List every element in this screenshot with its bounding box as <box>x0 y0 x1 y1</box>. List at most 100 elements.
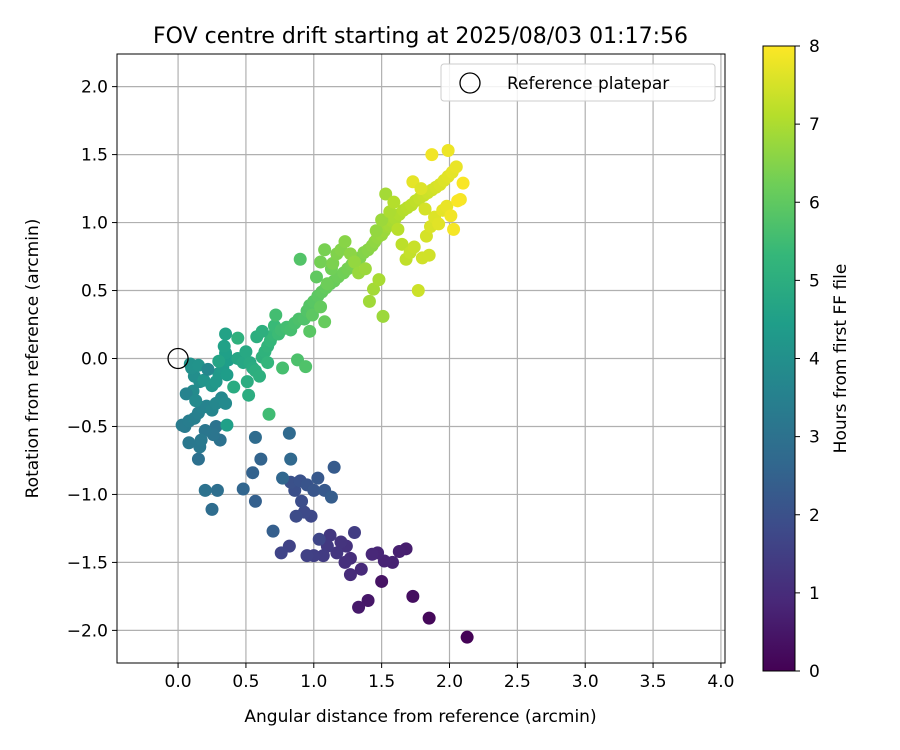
colorbar-tick-label: 5 <box>809 271 820 291</box>
drift-point <box>375 213 389 227</box>
legend: Reference platepar <box>440 63 716 102</box>
grid-lines <box>117 54 725 663</box>
colorbar <box>762 45 796 672</box>
y-tick-label: −1.0 <box>67 485 108 505</box>
drift-point <box>255 324 269 338</box>
drift-point <box>312 532 326 546</box>
drift-point <box>314 255 328 269</box>
drift-point <box>327 460 341 474</box>
chart-title: FOV centre drift starting at 2025/08/03 … <box>153 24 688 49</box>
drift-point <box>367 282 380 296</box>
drift-point <box>414 182 428 196</box>
drift-point <box>236 482 250 496</box>
drift-point <box>274 546 288 560</box>
drift-point <box>248 430 262 444</box>
y-axis-ticks: −2.0 −1.5 −1.0 −0.5 0.0 0.5 1.0 1.5 2.0 <box>67 78 117 641</box>
drift-point <box>231 331 245 345</box>
drift-point <box>391 222 405 236</box>
drift-point <box>362 294 376 308</box>
drift-point <box>261 356 275 370</box>
x-tick-label: 3.0 <box>572 672 599 692</box>
drift-point <box>441 144 455 158</box>
colorbar-tick-label: 3 <box>809 428 820 448</box>
colorbar-label: Hours from first FF file <box>831 264 851 454</box>
y-tick-label: 0.5 <box>81 282 108 302</box>
colorbar-tick-label: 6 <box>809 193 820 213</box>
drift-point <box>447 222 461 236</box>
drift-point <box>318 315 332 329</box>
drift-point <box>358 262 372 276</box>
drift-point <box>212 354 226 368</box>
drift-point <box>227 380 241 394</box>
drift-point <box>303 324 317 338</box>
drift-point <box>189 394 203 408</box>
drift-point <box>323 528 337 542</box>
drift-point <box>262 407 276 421</box>
drift-point <box>253 369 266 383</box>
drift-point <box>295 494 309 508</box>
x-tick-label: 1.5 <box>368 672 395 692</box>
drift-point <box>422 248 436 262</box>
drift-point <box>318 243 332 257</box>
drift-point <box>449 160 463 174</box>
drift-point <box>182 436 196 450</box>
reference-platepar-marker <box>167 347 189 370</box>
drift-point <box>239 345 253 359</box>
colorbar-tick-label: 7 <box>809 115 820 135</box>
x-tick-label: 2.5 <box>504 672 531 692</box>
drift-point <box>220 418 234 432</box>
drift-point <box>354 562 368 576</box>
drift-point <box>451 194 465 208</box>
colorbar-tick-label: 0 <box>809 662 820 682</box>
drift-point <box>219 396 233 410</box>
drift-point <box>422 611 436 625</box>
drift-point <box>269 308 283 322</box>
drift-point <box>444 209 458 223</box>
drift-point <box>372 273 386 287</box>
drift-point <box>248 494 262 508</box>
drift-point <box>334 535 348 549</box>
drift-point <box>387 195 401 209</box>
y-tick-label: 0.0 <box>81 350 108 370</box>
x-tick-label: 1.0 <box>300 672 327 692</box>
drift-point <box>338 555 352 569</box>
drift-point <box>300 549 314 563</box>
y-tick-label: −0.5 <box>67 417 108 437</box>
x-tick-label: 3.5 <box>640 672 667 692</box>
drift-point <box>460 630 474 644</box>
colorbar-tick-label: 2 <box>809 506 820 526</box>
drift-point <box>316 549 330 563</box>
drift-point <box>299 360 313 374</box>
drift-point <box>456 176 470 190</box>
drift-point <box>376 309 390 323</box>
drift-point <box>210 483 224 497</box>
drift-point <box>352 600 366 614</box>
drift-point <box>314 300 328 314</box>
legend-box <box>440 63 716 102</box>
drift-point <box>191 452 205 466</box>
drift-point <box>369 224 383 238</box>
drift-point <box>348 526 361 539</box>
drift-point <box>361 593 375 607</box>
drift-point <box>201 362 215 376</box>
drift-point <box>330 546 344 560</box>
drift-point <box>338 235 352 249</box>
drift-point <box>407 240 421 254</box>
drift-point <box>198 483 212 497</box>
drift-point <box>311 471 325 485</box>
drift-point <box>284 452 298 466</box>
drift-point <box>266 524 280 538</box>
drift-point <box>320 277 334 291</box>
drift-point <box>411 284 425 298</box>
y-tick-label: −2.0 <box>67 621 108 641</box>
drift-point <box>343 568 357 582</box>
drift-point <box>179 387 193 401</box>
drift-point <box>418 202 432 216</box>
drift-point <box>246 466 260 480</box>
y-axis-label: Rotation from reference (arcmin) <box>23 219 43 499</box>
y-tick-label: 1.5 <box>81 146 108 166</box>
colorbar-tick-label: 1 <box>809 584 820 604</box>
drift-point <box>307 483 321 497</box>
drift-point <box>194 433 208 447</box>
